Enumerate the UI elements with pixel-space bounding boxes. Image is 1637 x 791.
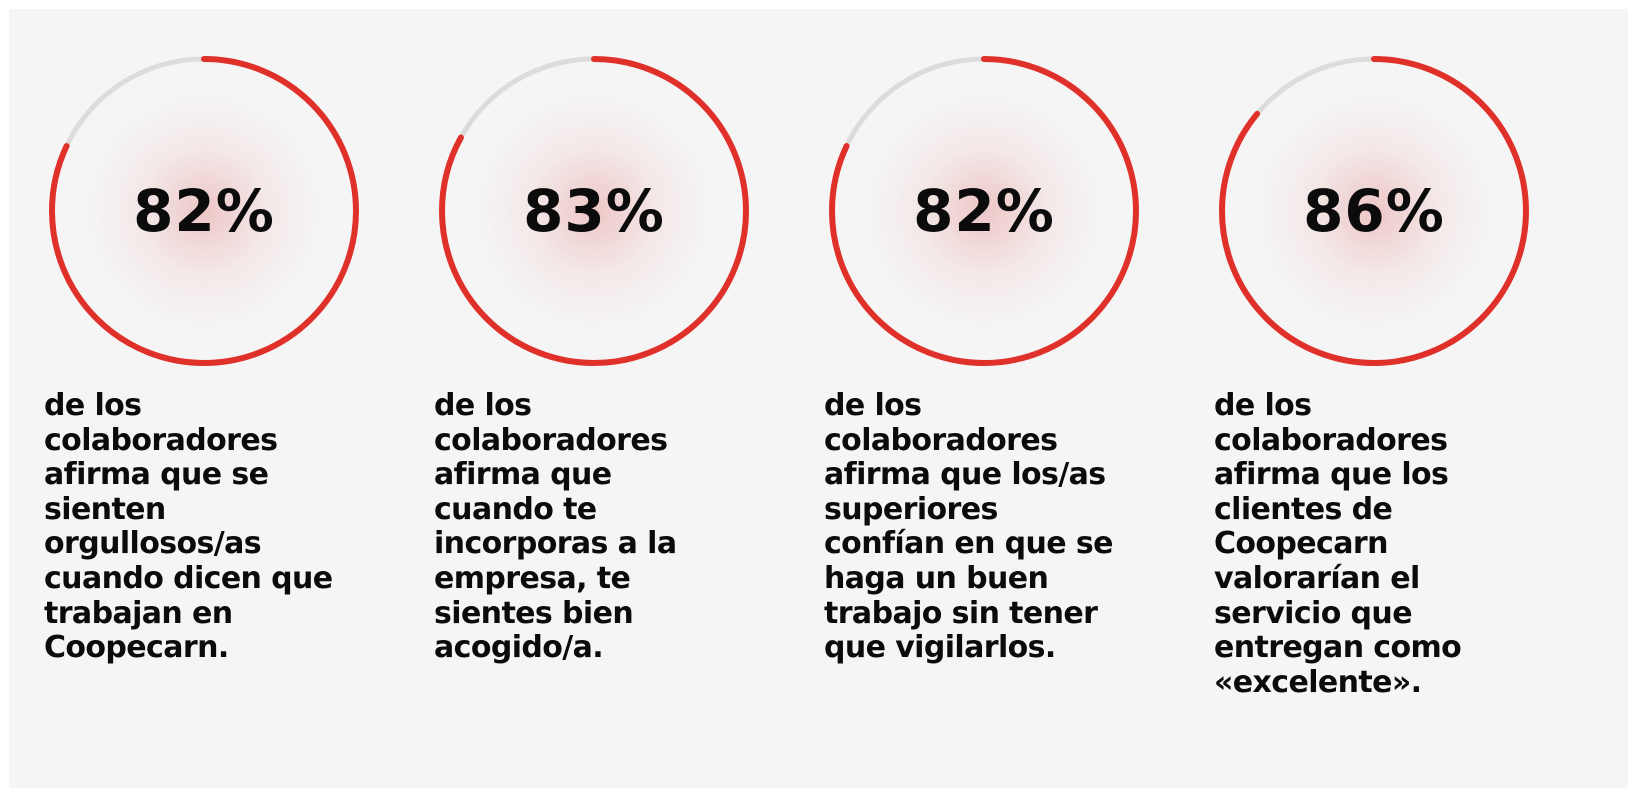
ring-progress-arc xyxy=(49,56,359,366)
progress-ring-4: 86% xyxy=(1214,51,1534,371)
ring-glow xyxy=(864,91,1104,331)
progress-ring-2: 83% xyxy=(434,51,754,371)
ring-glow xyxy=(84,91,324,331)
progress-ring-graphic xyxy=(439,56,749,366)
percentage-value: 82% xyxy=(133,177,275,245)
ring-progress-arc xyxy=(1219,56,1529,366)
ring-progress-arc xyxy=(439,56,749,366)
stat-card-4: 86% de los colaboradores afirma que los … xyxy=(1214,9,1554,788)
stat-description: de los colaboradores afirma que cuando t… xyxy=(434,388,677,666)
stat-card-2: 83% de los colaboradores afirma que cuan… xyxy=(434,9,774,788)
ring-glow xyxy=(474,91,714,331)
percentage-value: 83% xyxy=(523,177,665,245)
percentage-value: 86% xyxy=(1303,177,1445,245)
stats-panel: 82% de los colaboradores afirma que se s… xyxy=(9,9,1628,788)
progress-ring-1: 82% xyxy=(44,51,364,371)
stat-card-1: 82% de los colaboradores afirma que se s… xyxy=(44,9,384,788)
stat-description: de los colaboradores afirma que se sient… xyxy=(44,388,333,666)
stat-description: de los colaboradores afirma que los clie… xyxy=(1214,388,1462,700)
stat-card-3: 82% de los colaboradores afirma que los/… xyxy=(824,9,1164,788)
ring-progress-arc xyxy=(829,56,1139,366)
ring-glow xyxy=(1254,91,1494,331)
progress-ring-graphic xyxy=(829,56,1139,366)
progress-ring-graphic xyxy=(49,56,359,366)
progress-ring-3: 82% xyxy=(824,51,1144,371)
percentage-value: 82% xyxy=(913,177,1055,245)
stat-description: de los colaboradores afirma que los/as s… xyxy=(824,388,1114,666)
progress-ring-graphic xyxy=(1219,56,1529,366)
